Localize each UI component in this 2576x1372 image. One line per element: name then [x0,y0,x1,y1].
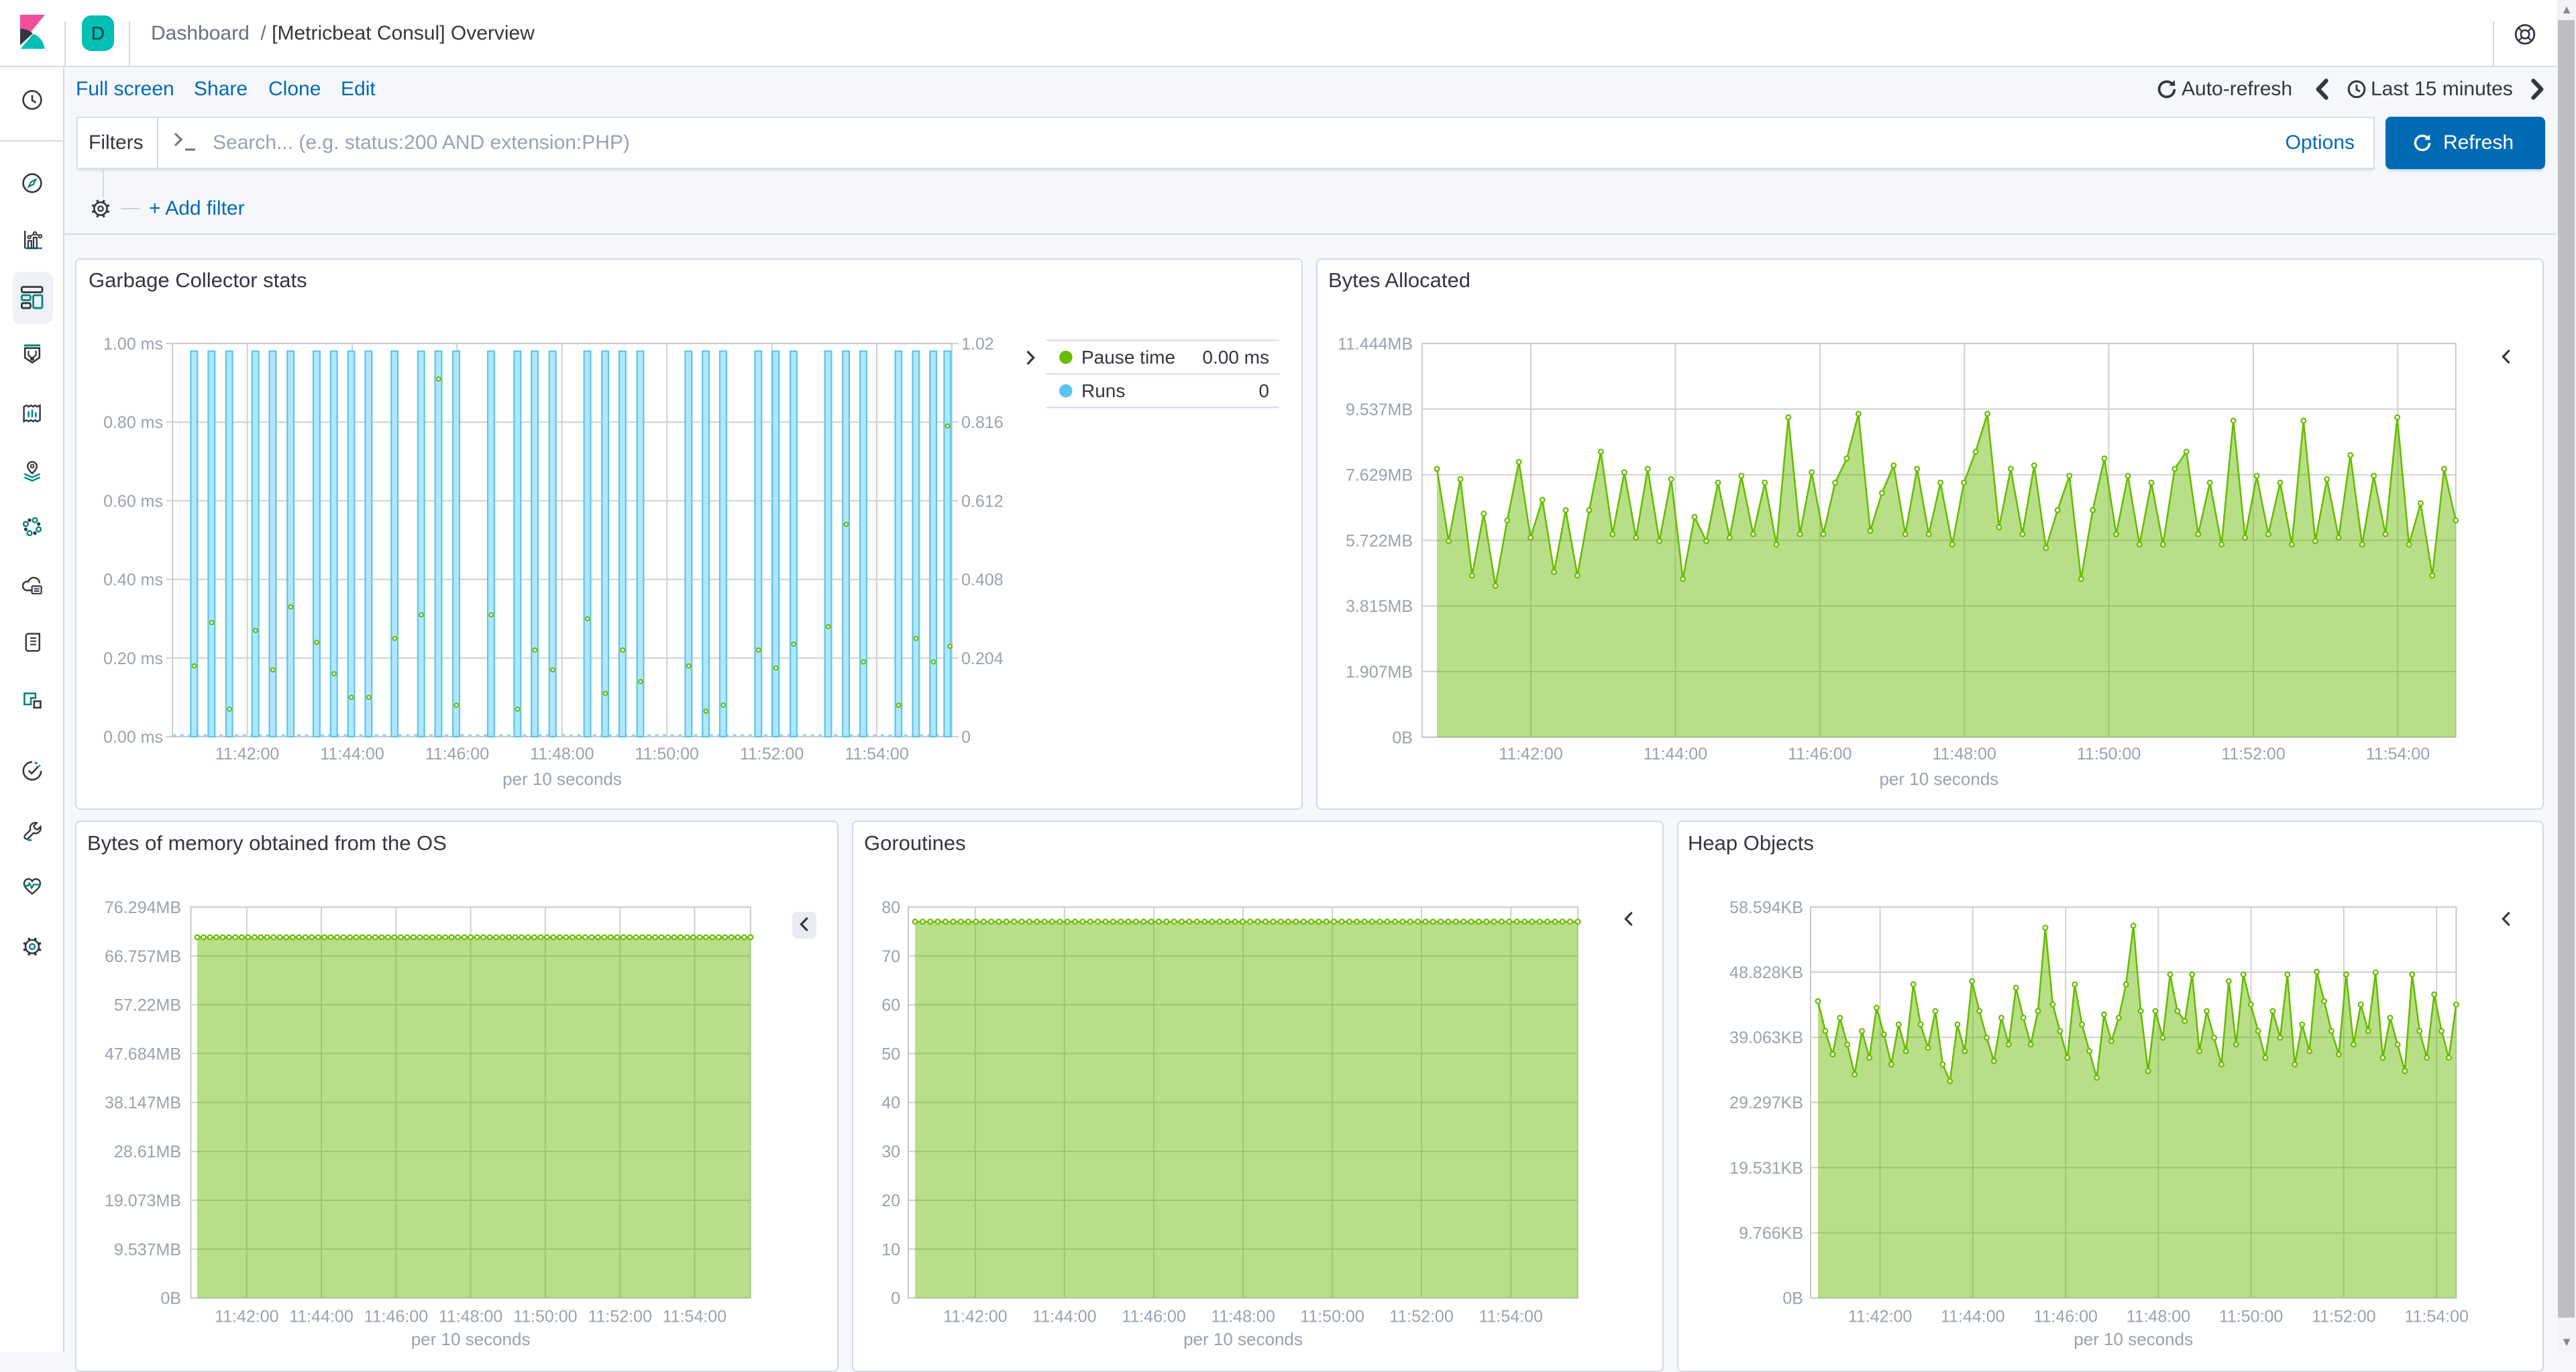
svg-text:11:46:00: 11:46:00 [1788,745,1851,763]
svg-text:11:50:00: 11:50:00 [1300,1307,1364,1326]
svg-text:per 10 seconds: per 10 seconds [1880,769,1999,789]
svg-text:11:42:00: 11:42:00 [1499,745,1562,763]
svg-text:11:52:00: 11:52:00 [1389,1307,1453,1326]
svg-text:11:44:00: 11:44:00 [320,745,384,763]
svg-text:66.757MB: 66.757MB [105,947,181,966]
svg-text:11:44:00: 11:44:00 [1644,745,1707,763]
svg-text:39.063KB: 39.063KB [1729,1028,1803,1047]
svg-text:per 10 seconds: per 10 seconds [502,769,622,789]
svg-text:0: 0 [891,1289,900,1308]
svg-text:11:48:00: 11:48:00 [530,745,594,763]
svg-text:19.531KB: 19.531KB [1729,1159,1803,1177]
svg-text:11:52:00: 11:52:00 [740,745,804,763]
svg-text:20: 20 [881,1192,900,1210]
svg-text:0.612: 0.612 [961,492,1004,511]
svg-text:0.20 ms: 0.20 ms [103,649,163,668]
svg-text:11:42:00: 11:42:00 [215,1307,278,1326]
svg-text:Pause time: Pause time [1081,347,1175,368]
svg-text:11:48:00: 11:48:00 [439,1307,502,1326]
svg-text:11:52:00: 11:52:00 [2312,1307,2375,1326]
svg-text:50: 50 [881,1045,900,1063]
svg-text:11:44:00: 11:44:00 [1032,1307,1096,1326]
svg-text:0.00 ms: 0.00 ms [1202,347,1269,368]
svg-text:11:54:00: 11:54:00 [845,745,908,763]
svg-text:11:54:00: 11:54:00 [663,1307,727,1326]
svg-text:28.61MB: 28.61MB [114,1143,181,1161]
svg-text:11:44:00: 11:44:00 [1941,1307,2004,1326]
svg-text:11:42:00: 11:42:00 [215,745,279,763]
svg-text:11:44:00: 11:44:00 [289,1307,353,1326]
svg-text:0.80 ms: 0.80 ms [103,413,163,432]
svg-text:0.60 ms: 0.60 ms [103,492,163,511]
svg-text:9.537MB: 9.537MB [114,1241,181,1259]
svg-text:10: 10 [881,1241,900,1259]
svg-text:7.629MB: 7.629MB [1346,466,1413,485]
svg-text:11:50:00: 11:50:00 [513,1307,577,1326]
svg-text:11:46:00: 11:46:00 [364,1307,428,1326]
svg-text:0.204: 0.204 [961,649,1004,668]
svg-text:11:50:00: 11:50:00 [2077,745,2141,763]
svg-text:0: 0 [1258,380,1269,401]
svg-text:38.147MB: 38.147MB [105,1094,181,1112]
svg-text:9.537MB: 9.537MB [1346,401,1413,419]
svg-text:57.22MB: 57.22MB [114,996,181,1015]
svg-text:11:54:00: 11:54:00 [2404,1307,2468,1326]
svg-text:0.40 ms: 0.40 ms [103,571,163,590]
svg-text:5.722MB: 5.722MB [1346,531,1413,550]
svg-text:48.828KB: 48.828KB [1729,963,1803,982]
svg-text:0B: 0B [1392,729,1413,747]
svg-text:0B: 0B [160,1289,181,1308]
svg-text:Runs: Runs [1081,380,1125,401]
svg-text:3.815MB: 3.815MB [1346,597,1413,616]
svg-text:per 10 seconds: per 10 seconds [2074,1329,2193,1349]
svg-text:11:46:00: 11:46:00 [425,745,489,763]
svg-text:70: 70 [881,947,900,966]
svg-text:11:52:00: 11:52:00 [2221,745,2285,763]
svg-text:per 10 seconds: per 10 seconds [411,1329,531,1349]
svg-text:0.408: 0.408 [961,571,1004,590]
svg-text:30: 30 [881,1143,900,1161]
svg-text:47.684MB: 47.684MB [105,1045,181,1063]
svg-text:11:48:00: 11:48:00 [2127,1307,2190,1326]
svg-text:11:54:00: 11:54:00 [2366,745,2430,763]
svg-text:11:50:00: 11:50:00 [2219,1307,2283,1326]
svg-text:11:42:00: 11:42:00 [1848,1307,1912,1326]
svg-text:0: 0 [961,728,971,747]
svg-text:9.766KB: 9.766KB [1739,1224,1803,1243]
svg-text:11:46:00: 11:46:00 [2033,1307,2097,1326]
svg-text:per 10 seconds: per 10 seconds [1183,1329,1303,1349]
svg-text:1.02: 1.02 [961,335,994,354]
svg-text:11:42:00: 11:42:00 [943,1307,1007,1326]
svg-text:11:52:00: 11:52:00 [588,1307,651,1326]
svg-text:11:50:00: 11:50:00 [635,745,698,763]
svg-text:1.00 ms: 1.00 ms [103,335,163,354]
svg-text:11:48:00: 11:48:00 [1932,745,1996,763]
svg-text:80: 80 [881,898,900,917]
svg-text:11:46:00: 11:46:00 [1122,1307,1185,1326]
svg-text:60: 60 [881,996,900,1015]
svg-text:11.444MB: 11.444MB [1338,335,1413,354]
svg-text:58.594KB: 58.594KB [1729,898,1803,917]
svg-text:0.816: 0.816 [961,413,1004,432]
svg-text:76.294MB: 76.294MB [105,898,181,917]
svg-text:19.073MB: 19.073MB [105,1192,181,1210]
svg-text:11:54:00: 11:54:00 [1479,1307,1542,1326]
svg-text:1.907MB: 1.907MB [1346,663,1413,682]
svg-text:0B: 0B [1782,1289,1803,1308]
svg-text:40: 40 [881,1094,900,1112]
svg-text:0.00 ms: 0.00 ms [103,728,163,747]
svg-text:29.297KB: 29.297KB [1729,1094,1803,1112]
svg-text:11:48:00: 11:48:00 [1211,1307,1275,1326]
